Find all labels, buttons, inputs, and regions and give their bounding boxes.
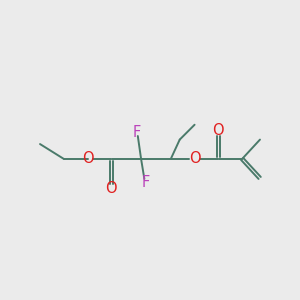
Text: O: O	[106, 181, 117, 196]
Text: O: O	[212, 123, 224, 138]
Text: F: F	[133, 125, 141, 140]
Text: F: F	[141, 175, 150, 190]
Text: O: O	[189, 152, 200, 166]
Text: O: O	[82, 152, 93, 166]
